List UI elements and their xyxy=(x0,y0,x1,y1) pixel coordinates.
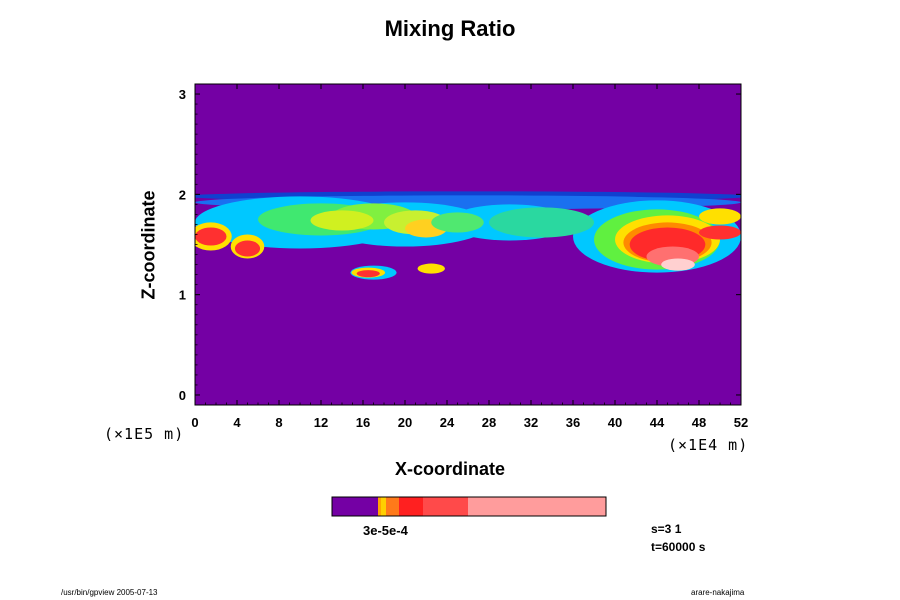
colorbar-segment xyxy=(332,497,378,516)
x-tick-label: 4 xyxy=(233,415,241,430)
colorbar-segment xyxy=(423,497,468,516)
heatmap-region xyxy=(699,208,741,225)
section-index: s=3 1 xyxy=(651,522,682,536)
x-axis-label: X-coordinate xyxy=(394,459,505,479)
x-tick-label: 0 xyxy=(191,415,198,430)
y-tick-label: 3 xyxy=(179,87,186,102)
footer-left: /usr/bin/gpview 2005-07-13 xyxy=(61,588,158,597)
colorbar-label: 3e-5e-4 xyxy=(363,523,408,538)
heatmap-region xyxy=(489,207,594,238)
x-tick-label: 24 xyxy=(440,415,455,430)
heatmap-region xyxy=(431,212,484,233)
y-tick-label: 1 xyxy=(179,288,186,303)
x-tick-label: 52 xyxy=(734,415,748,430)
x-tick-label: 40 xyxy=(608,415,622,430)
heatmap-region xyxy=(356,270,380,278)
x-tick-label: 44 xyxy=(650,415,665,430)
heatmap-region xyxy=(661,258,695,271)
colorbar-segment xyxy=(381,497,386,516)
x-tick-label: 12 xyxy=(314,415,328,430)
colorbar-segment xyxy=(399,497,423,516)
x-tick-label: 8 xyxy=(275,415,282,430)
y-axis-label: Z-coordinate xyxy=(138,190,159,300)
time-label: t=60000 s xyxy=(651,540,706,554)
x-scale-note: (×1E4 m) xyxy=(668,436,749,454)
x-tick-label: 16 xyxy=(356,415,370,430)
heatmap-region xyxy=(417,263,445,274)
heatmap-region xyxy=(195,227,227,246)
colorbar-frame xyxy=(331,496,607,517)
colorbar-segment xyxy=(378,497,381,516)
heatmap-region xyxy=(310,210,374,231)
y-scale-note: (×1E5 m) xyxy=(104,425,185,443)
x-tick-label: 20 xyxy=(398,415,412,430)
colorbar-segment xyxy=(386,497,399,516)
x-tick-label: 28 xyxy=(482,415,496,430)
x-tick-label: 36 xyxy=(566,415,580,430)
heatmap-region xyxy=(234,240,261,257)
heatmap-region xyxy=(699,225,741,240)
y-tick-label: 0 xyxy=(179,388,186,403)
chart-title: Mixing Ratio xyxy=(384,16,516,41)
x-tick-label: 48 xyxy=(692,415,706,430)
footer-right: arare-nakajima xyxy=(691,588,745,597)
y-tick-label: 2 xyxy=(179,187,186,202)
colorbar-segment xyxy=(468,497,606,516)
x-tick-label: 32 xyxy=(524,415,538,430)
